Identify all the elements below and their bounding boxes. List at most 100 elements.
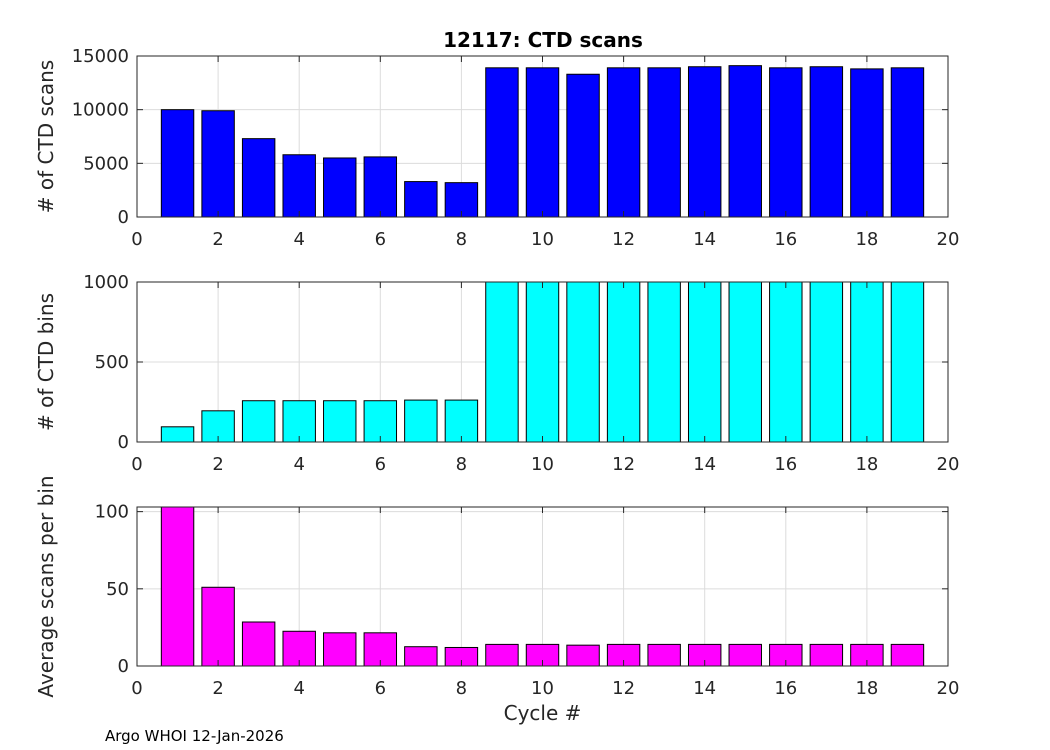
x-tick-label: 12: [612, 678, 635, 699]
chart-panel-1: 0 2 4 6 8 10 12 14 16 18 20 0 5000 10000 15000 # of CTD…: [34, 46, 959, 250]
x-tick-label: 4: [293, 678, 304, 699]
bar-cycle-14: [687, 66, 722, 218]
bar-cycle-3: [241, 400, 276, 443]
bar-cycle-1: [160, 109, 195, 218]
bar-cycle-15: [728, 643, 762, 667]
y-tick-label: 0: [118, 432, 129, 453]
x-tick-label: 14: [693, 229, 716, 250]
bar-cycle-17: [809, 66, 844, 218]
bar-cycle-13: [647, 67, 681, 218]
bar-cycle-10: [525, 281, 560, 443]
bar-cycle-18: [850, 68, 884, 218]
x-tick-label: 10: [531, 454, 554, 475]
bar-cycle-5: [323, 632, 357, 667]
x-tick-label: 12: [612, 454, 635, 475]
x-tick-label: 10: [531, 678, 554, 699]
bar-cycle-1: [160, 506, 195, 667]
bar-cycle-12: [606, 281, 641, 443]
y-axis-label: # of CTD bins: [34, 293, 58, 431]
bar-cycle-12: [606, 67, 641, 218]
y-tick-label: 0: [118, 656, 129, 677]
footer-credit: Argo WHOI 12-Jan-2026: [105, 727, 284, 745]
x-tick-label: 16: [774, 454, 797, 475]
bar-cycle-19: [890, 67, 925, 218]
y-tick-label: 10000: [72, 100, 129, 121]
bar-cycle-3: [241, 621, 276, 667]
x-tick-label: 2: [212, 678, 223, 699]
x-tick-label: 6: [375, 454, 386, 475]
bar-cycle-2: [201, 586, 235, 667]
x-tick-label: 20: [937, 678, 960, 699]
bar-cycle-14: [687, 281, 722, 443]
bar-cycle-16: [769, 281, 803, 443]
y-axis-label: # of CTD scans: [34, 60, 58, 213]
bar-cycle-5: [323, 400, 357, 443]
bar-cycle-11: [566, 281, 600, 443]
y-tick-label: 500: [95, 352, 129, 373]
bar-cycle-7: [404, 399, 438, 443]
x-tick-label: 20: [937, 229, 960, 250]
bar-cycle-15: [728, 65, 762, 218]
x-tick-label: 18: [855, 229, 878, 250]
bar-cycle-7: [404, 181, 438, 218]
bar-cycle-6: [363, 156, 398, 218]
bar-cycle-9: [485, 67, 519, 218]
bar-cycle-10: [525, 67, 560, 218]
x-tick-label: 14: [693, 678, 716, 699]
x-tick-label: 16: [774, 678, 797, 699]
y-axis-label: Average scans per bin: [34, 475, 58, 697]
bar-cycle-18: [850, 281, 884, 443]
x-tick-label: 18: [855, 678, 878, 699]
bar-cycle-9: [485, 643, 519, 667]
bar-cycle-7: [404, 646, 438, 667]
bar-cycle-8: [444, 399, 479, 443]
x-tick-label: 20: [937, 454, 960, 475]
bar-cycle-6: [363, 400, 398, 443]
bar-cycle-3: [241, 138, 276, 218]
bar-cycle-17: [809, 281, 844, 443]
bar-cycle-9: [485, 281, 519, 443]
x-tick-label: 4: [293, 229, 304, 250]
x-tick-label: 6: [375, 678, 386, 699]
bar-cycle-19: [890, 281, 925, 443]
x-tick-label: 10: [531, 229, 554, 250]
x-axis-label: Cycle #: [504, 701, 582, 725]
x-tick-label: 12: [612, 229, 635, 250]
x-tick-label: 18: [855, 454, 878, 475]
bar-cycle-4: [282, 400, 316, 443]
y-tick-label: 15000: [72, 46, 129, 67]
x-tick-label: 8: [456, 229, 467, 250]
y-tick-label: 1000: [83, 272, 129, 293]
x-tick-label: 0: [131, 454, 142, 475]
bar-cycle-5: [323, 157, 357, 218]
x-tick-label: 16: [774, 229, 797, 250]
x-tick-label: 8: [456, 678, 467, 699]
bar-cycle-16: [769, 67, 803, 218]
bar-cycle-2: [201, 110, 235, 218]
y-tick-label: 50: [106, 579, 129, 600]
chart-panel-2: 0 2 4 6 8 10 12 14 16 18 20 0 500 1000 # of CTD bins: [34, 272, 959, 475]
bar-cycle-17: [809, 643, 844, 667]
x-tick-label: 6: [375, 229, 386, 250]
bar-cycle-11: [566, 73, 600, 218]
x-tick-label: 2: [212, 229, 223, 250]
x-tick-label: 4: [293, 454, 304, 475]
x-tick-label: 0: [131, 229, 142, 250]
figure-title: 12117: CTD scans: [443, 28, 643, 52]
y-tick-label: 5000: [83, 153, 129, 174]
bar-cycle-13: [647, 281, 681, 443]
x-tick-label: 8: [456, 454, 467, 475]
bar-cycle-4: [282, 154, 316, 218]
bar-cycle-13: [647, 643, 681, 667]
bar-cycle-11: [566, 644, 600, 667]
bar-cycle-15: [728, 281, 762, 443]
x-tick-label: 0: [131, 678, 142, 699]
y-tick-label: 100: [95, 502, 129, 523]
x-tick-label: 14: [693, 454, 716, 475]
y-tick-label: 0: [118, 207, 129, 228]
x-tick-label: 2: [212, 454, 223, 475]
bar-cycle-19: [890, 643, 925, 667]
chart-panel-3: 0 2 4 6 8 10 12 14 16 18 20 0 50 100 Average scans per…: [34, 475, 959, 725]
